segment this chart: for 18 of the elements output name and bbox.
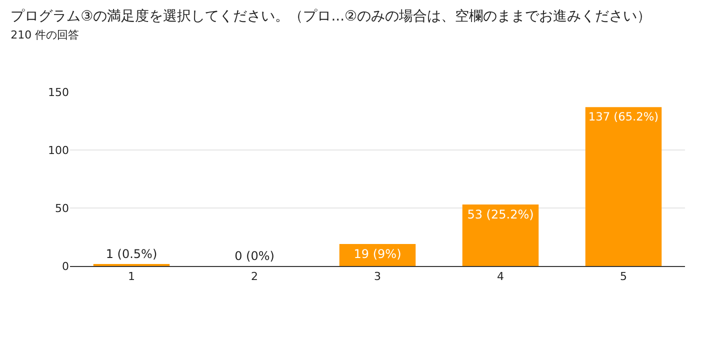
x-tick-label: 5: [620, 270, 627, 284]
y-tick-label: 150: [48, 86, 69, 99]
data-label: 0 (0%): [234, 249, 274, 263]
bar: [585, 107, 662, 266]
y-tick-label: 50: [55, 202, 69, 215]
data-label: 53 (25.2%): [467, 208, 534, 222]
data-label: 1 (0.5%): [106, 247, 158, 261]
chart-title: プログラム③の満足度を選択してください。（プロ...②のみの場合は、空欄のままでお進みください）: [10, 8, 652, 24]
x-tick-label: 4: [497, 270, 504, 284]
y-tick-label: 100: [48, 144, 69, 157]
data-label: 19 (9%): [354, 246, 402, 261]
x-tick-label: 3: [374, 270, 381, 284]
bar: [462, 204, 539, 266]
x-tick-label: 1: [128, 270, 135, 284]
y-tick-label: 0: [62, 260, 69, 273]
data-label: 137 (65.2%): [588, 109, 659, 124]
x-tick-label: 2: [251, 270, 258, 284]
chart-subtitle: 210 件の回答: [10, 28, 80, 42]
